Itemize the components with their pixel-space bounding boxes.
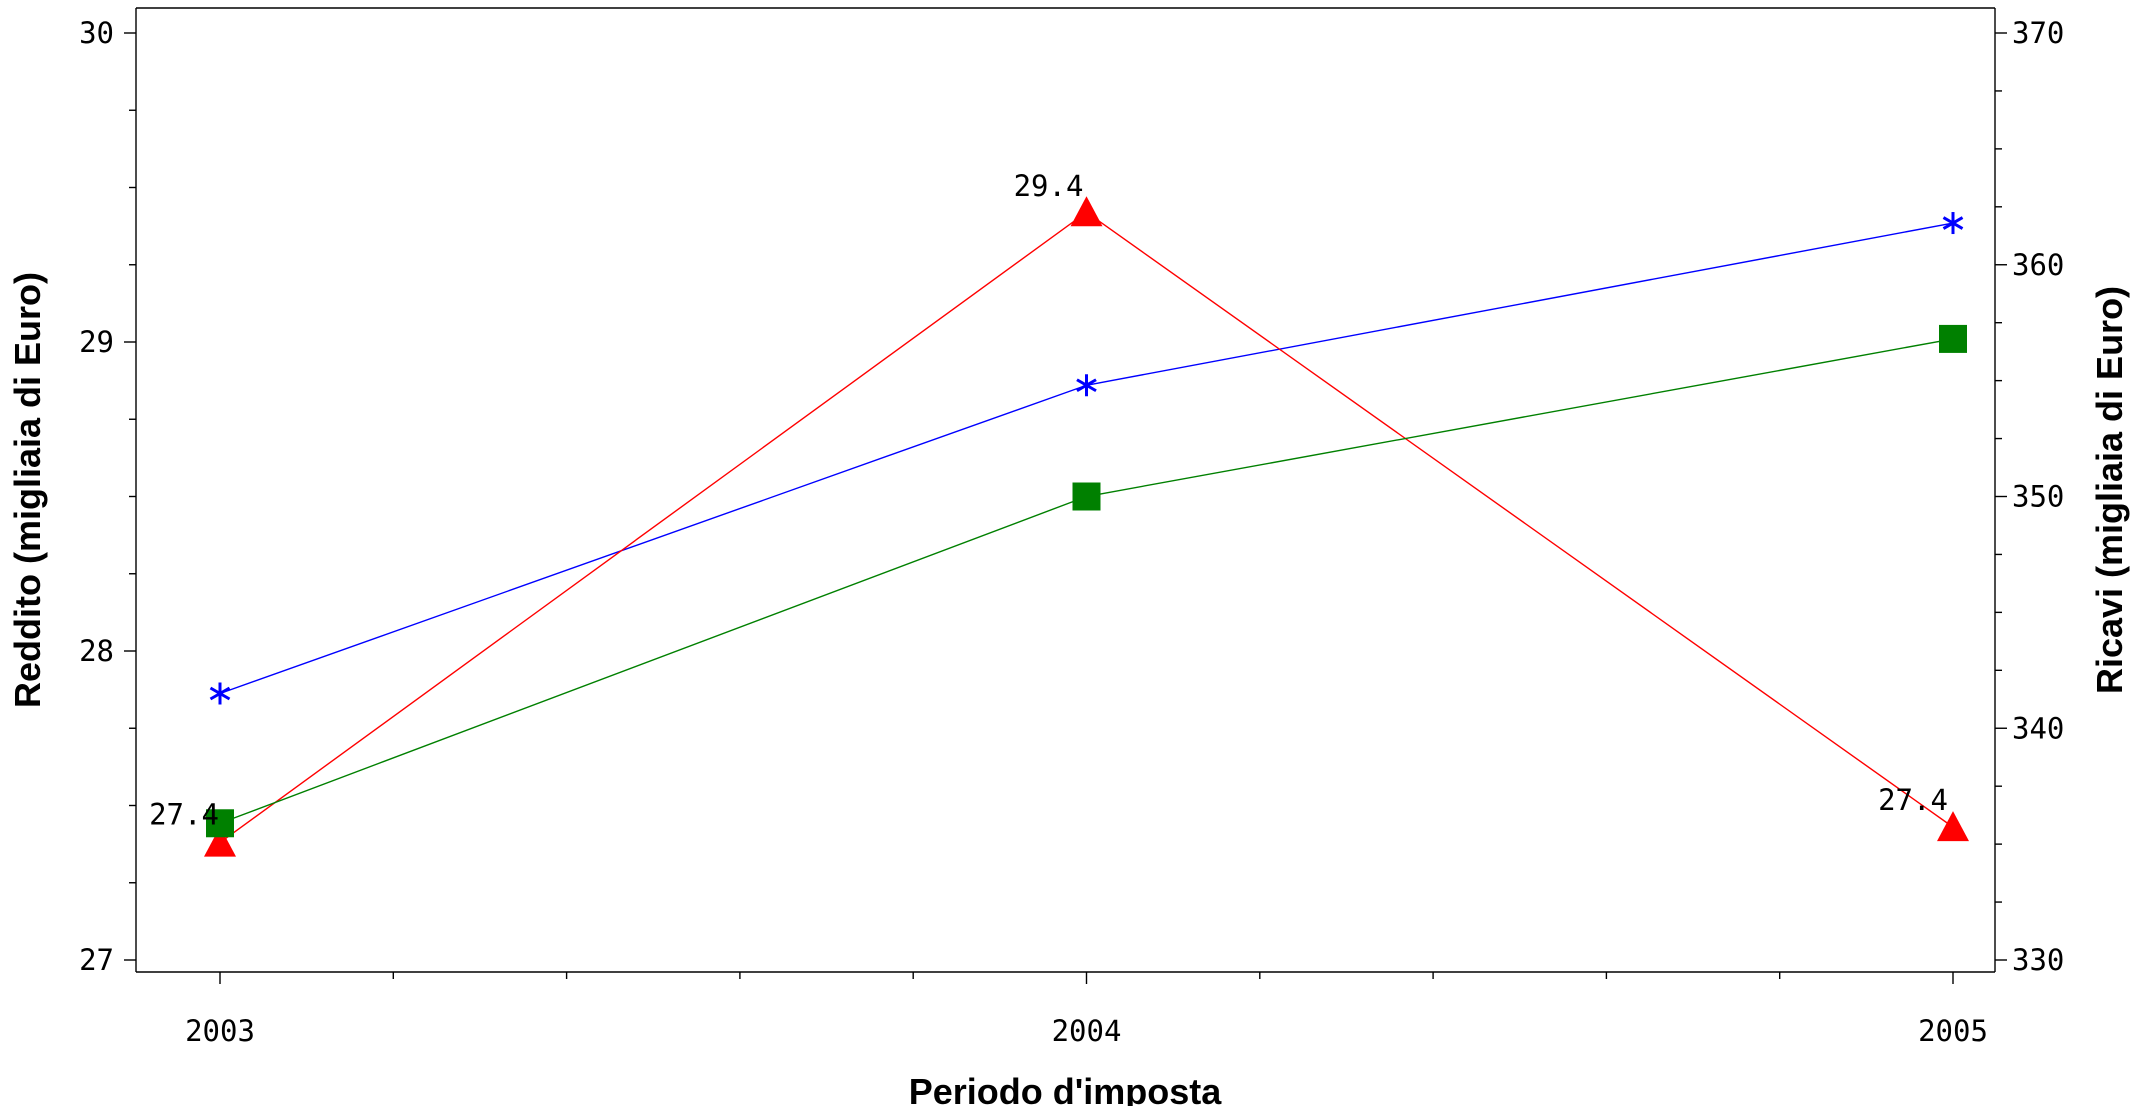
series-layer: [204, 196, 1969, 857]
y-left-tick-label: 27: [79, 943, 114, 977]
y-right-tick-label: 330: [2012, 943, 2064, 977]
data-label: 29.4: [1014, 169, 1084, 203]
triangle-marker: [204, 826, 236, 857]
x-tick-label: 2003: [185, 1014, 255, 1048]
data-label-layer: 27.4 29.4 27.4: [149, 169, 1948, 831]
y-axis-right: 330 340 350 360 370: [1995, 16, 2064, 977]
series-triangle: [204, 196, 1969, 857]
square-marker: [1072, 482, 1101, 511]
x-tick-label: 2005: [1918, 1014, 1988, 1048]
plot-frame: [135, 7, 1996, 973]
star-marker: [1942, 212, 1964, 235]
y-right-tick-label: 360: [2012, 248, 2064, 282]
y-axis-title-right: Ricavi (migliaia di Euro): [2089, 286, 2130, 694]
y-left-tick-label: 30: [79, 16, 114, 50]
triangle-marker: [1937, 811, 1969, 842]
series-line-triangle: [219, 211, 1954, 844]
y-left-tick-label: 29: [79, 325, 114, 359]
y-right-tick-label: 370: [2012, 16, 2064, 50]
star-marker: [1076, 374, 1097, 397]
y-right-tick-label: 350: [2012, 480, 2064, 514]
triangle-marker: [1070, 196, 1103, 227]
series-line-square: [219, 338, 1954, 824]
square-marker: [1939, 324, 1967, 353]
y-left-tick-label: 28: [79, 634, 114, 668]
data-label: 27.4: [149, 798, 219, 832]
x-axis: 2003 2004 2005: [185, 972, 1988, 1048]
star-marker: [209, 682, 231, 705]
x-axis-title: Periodo d'imposta: [909, 1071, 1223, 1106]
y-axis-left: 27 28 29 30: [79, 16, 136, 977]
series-line-star: [219, 222, 1954, 695]
series-star: [209, 212, 1964, 705]
y-axis-title-left: Reddito (migliaia di Euro): [7, 272, 48, 708]
y-right-tick-label: 340: [2012, 711, 2064, 745]
series-square: [206, 324, 1967, 838]
data-label: 27.4: [1878, 783, 1948, 817]
x-tick-label: 2004: [1052, 1014, 1122, 1048]
square-marker: [206, 809, 234, 838]
